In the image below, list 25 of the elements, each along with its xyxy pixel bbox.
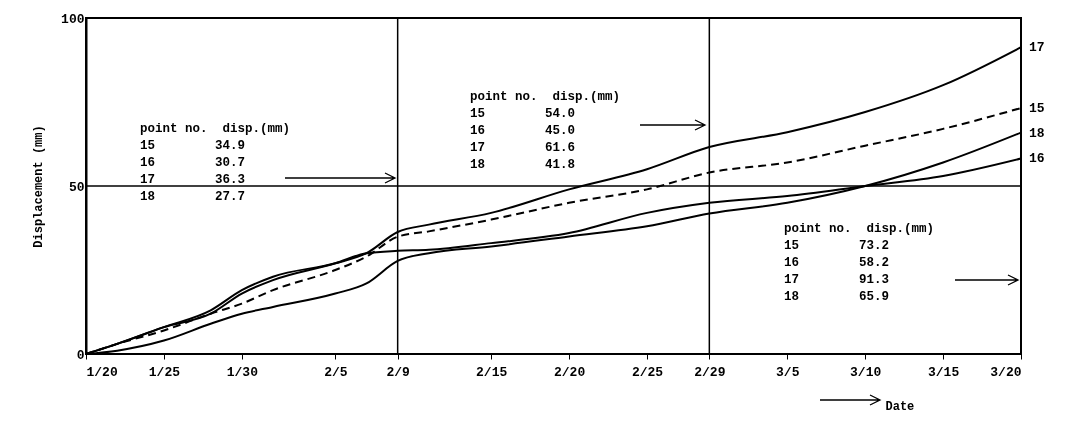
- x-tick-label: 2/20: [553, 364, 586, 380]
- x-axis-title: Date: [885, 399, 915, 414]
- annotation: point no. disp.(mm) 15 73.2 16 58.2 17 91.3 18 65.9: [784, 222, 935, 304]
- annotation: point no. disp.(mm) 15 34.9 16 30.7 17 36.3 18 27.7: [140, 122, 291, 204]
- x-tick-label: 2/15: [476, 364, 508, 380]
- series-label: 16: [1029, 151, 1045, 167]
- x-tick-label: 2/29: [694, 364, 726, 380]
- x-tick-label: 2/9: [386, 364, 411, 380]
- x-tick-label: 1/20: [86, 364, 118, 380]
- y-axis-title: Displacement (mm): [32, 125, 47, 248]
- x-tick-label: 3/5: [776, 364, 800, 380]
- y-tick-label: 100: [61, 11, 85, 27]
- y-tick-label: 50: [68, 179, 85, 195]
- x-tick-label: 1/30: [226, 364, 259, 380]
- y-tick-label: 0: [76, 347, 85, 363]
- x-tick-label: 3/20: [990, 364, 1022, 380]
- series-label: 17: [1029, 40, 1045, 56]
- series-label: 18: [1029, 125, 1045, 141]
- x-tick-label: 3/15: [927, 364, 960, 380]
- x-tick-label: 3/10: [850, 364, 882, 380]
- x-tick-label: 2/25: [631, 364, 664, 380]
- series-label: 15: [1029, 101, 1045, 117]
- x-tick-label: 2/5: [324, 364, 348, 380]
- x-tick-label: 1/25: [148, 364, 181, 380]
- annotation: point no. disp.(mm) 15 54.0 16 45.0 17 61.6 18 41.8: [470, 90, 621, 172]
